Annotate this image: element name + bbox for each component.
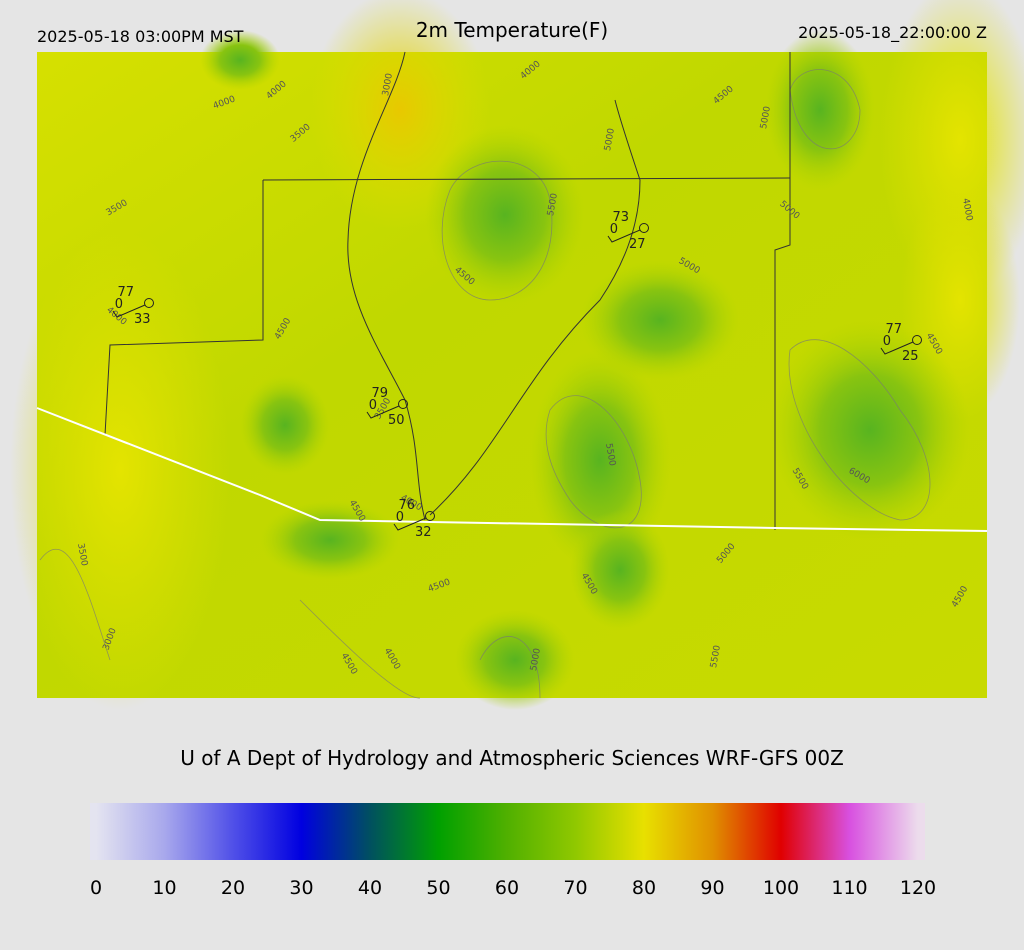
station-circle: [144, 298, 154, 308]
wind-barb: [393, 517, 427, 531]
colorbar-tick-label: 50: [426, 877, 450, 899]
contour-label: 3500: [75, 543, 89, 568]
colorbar: 0 10 20 30 40 50 60 70 80 90 100 110 120: [90, 803, 936, 899]
station-circle: [639, 223, 649, 233]
utc-time: 2025-05-18_22:00:00 Z: [798, 23, 987, 43]
temperature: 73: [612, 210, 629, 225]
contour-label: 3000: [381, 72, 395, 97]
cloud-cover: 0: [396, 510, 404, 525]
colorbar-tick-label: 40: [358, 877, 382, 899]
dewpoint: 27: [629, 237, 646, 252]
map-field: [10, 0, 1024, 710]
local-time: 2025-05-18 03:00PM MST: [37, 27, 244, 46]
wind-barb: [607, 229, 641, 243]
colorbar-tick-label: 110: [831, 877, 867, 899]
station-circle: [912, 335, 922, 345]
contour-label: 5000: [759, 105, 773, 130]
colorbar-scale: [90, 803, 925, 860]
contour-label: 5500: [546, 192, 560, 217]
contour-label: 5500: [709, 644, 723, 669]
contour-label: 5000: [529, 647, 543, 672]
dewpoint: 50: [388, 413, 405, 428]
temperature: 77: [885, 322, 902, 337]
cloud-cover: 0: [883, 334, 891, 349]
footer-title: U of A Dept of Hydrology and Atmospheric…: [180, 746, 844, 770]
colorbar-tick-label: 30: [289, 877, 313, 899]
colorbar-tick-label: 10: [152, 877, 176, 899]
colorbar-tick-label: 60: [495, 877, 519, 899]
contour-label: 5000: [603, 127, 617, 152]
contour-label: 5500: [603, 443, 617, 468]
colorbar-tick-label: 80: [632, 877, 656, 899]
cloud-cover: 0: [610, 222, 618, 237]
cloud-cover: 0: [369, 398, 377, 413]
temperature: 79: [371, 386, 388, 401]
wind-barb: [112, 304, 146, 318]
dewpoint: 25: [902, 349, 919, 364]
colorbar-tick-label: 0: [90, 877, 102, 899]
temperature: 76: [398, 498, 415, 513]
colorbar-tick-label: 120: [900, 877, 936, 899]
colorbar-tick-label: 20: [221, 877, 245, 899]
temperature: 77: [117, 285, 134, 300]
dewpoint: 32: [415, 525, 432, 540]
cloud-cover: 0: [115, 297, 123, 312]
wind-barb: [880, 341, 914, 355]
colorbar-tick-label: 90: [700, 877, 724, 899]
dewpoint: 33: [134, 312, 151, 327]
station-circle: [425, 511, 435, 521]
station-circle: [398, 399, 408, 409]
colorbar-tick-label: 100: [763, 877, 799, 899]
contour-label: 4000: [960, 198, 974, 223]
map-title: 2m Temperature(F): [416, 18, 608, 42]
colorbar-tick-label: 70: [563, 877, 587, 899]
wind-barb: [366, 405, 400, 419]
